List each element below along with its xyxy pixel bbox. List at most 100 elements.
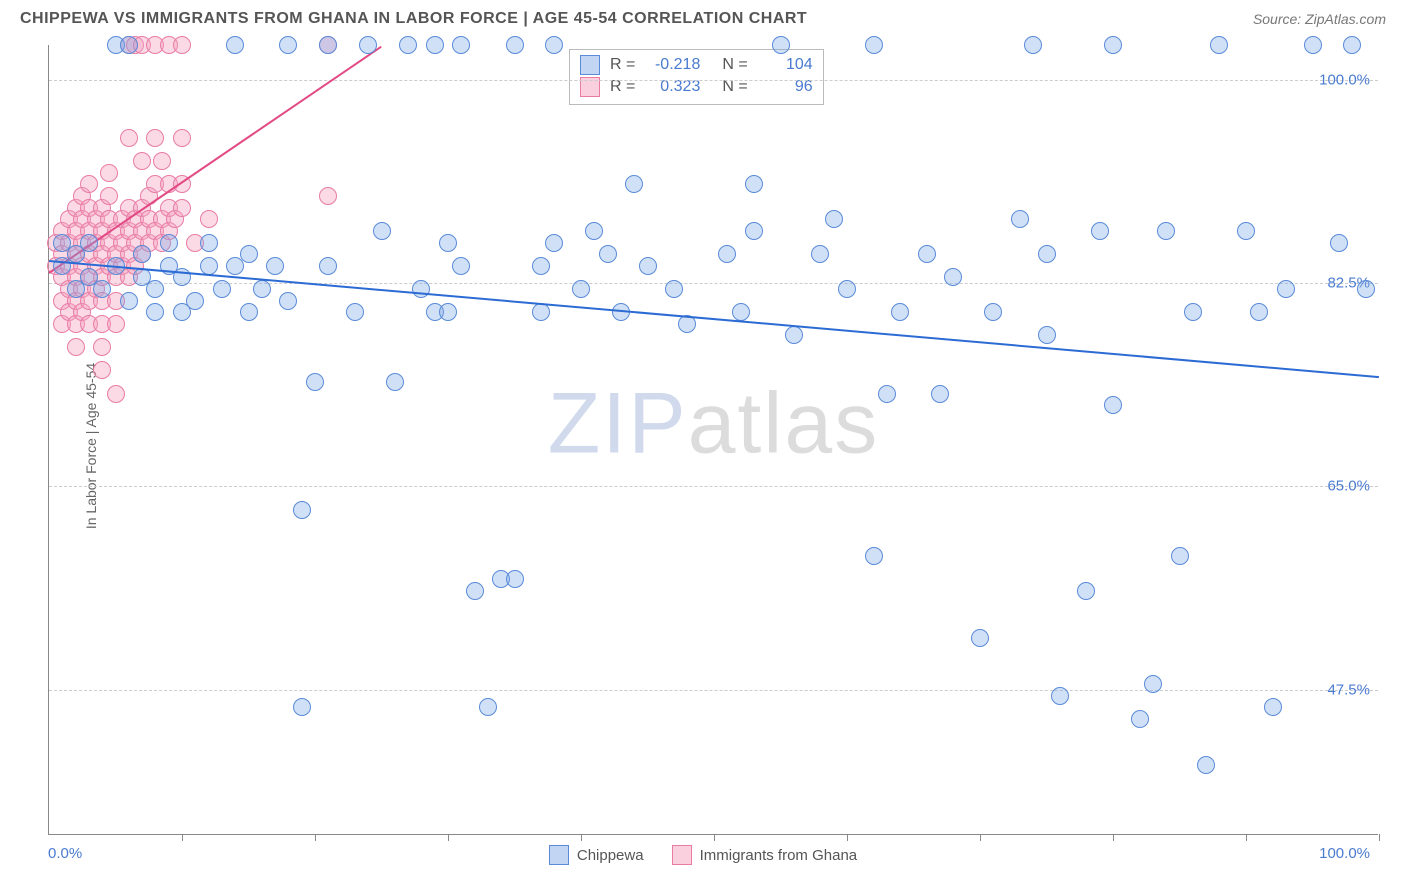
legend-item: Chippewa: [549, 845, 644, 865]
scatter-point: [1197, 756, 1215, 774]
scatter-point: [107, 385, 125, 403]
scatter-point: [93, 361, 111, 379]
stat-n-value: 104: [758, 56, 813, 74]
scatter-point: [226, 36, 244, 54]
scatter-point: [918, 245, 936, 263]
scatter-point: [173, 199, 191, 217]
x-tick: [182, 834, 183, 841]
scatter-point: [53, 234, 71, 252]
scatter-point: [253, 280, 271, 298]
scatter-point: [599, 245, 617, 263]
scatter-point: [506, 36, 524, 54]
scatter-point: [80, 234, 98, 252]
legend: Chippewa Immigrants from Ghana: [0, 845, 1406, 865]
scatter-point: [439, 234, 457, 252]
scatter-point: [745, 175, 763, 193]
legend-item: Immigrants from Ghana: [672, 845, 858, 865]
scatter-point: [931, 385, 949, 403]
legend-label: Immigrants from Ghana: [700, 847, 858, 864]
x-tick: [448, 834, 449, 841]
scatter-point: [1038, 326, 1056, 344]
scatter-point: [865, 36, 883, 54]
scatter-point: [146, 129, 164, 147]
scatter-point: [625, 175, 643, 193]
scatter-point: [240, 245, 258, 263]
watermark-atlas: atlas: [688, 375, 880, 471]
gridline: [49, 283, 1378, 284]
scatter-point: [160, 234, 178, 252]
scatter-point: [426, 36, 444, 54]
scatter-point: [1024, 36, 1042, 54]
legend-swatch: [549, 845, 569, 865]
stats-box: R =-0.218N =104R =0.323N =96: [569, 49, 824, 105]
scatter-point: [146, 280, 164, 298]
scatter-point: [1091, 222, 1109, 240]
scatter-point: [1277, 280, 1295, 298]
watermark: ZIPatlas: [548, 374, 879, 473]
scatter-point: [1144, 675, 1162, 693]
scatter-point: [1131, 710, 1149, 728]
scatter-point: [1038, 245, 1056, 263]
chart-title: CHIPPEWA VS IMMIGRANTS FROM GHANA IN LAB…: [20, 10, 807, 28]
y-tick-label: 65.0%: [1327, 478, 1370, 495]
scatter-point: [146, 303, 164, 321]
scatter-point: [732, 303, 750, 321]
scatter-point: [173, 129, 191, 147]
scatter-point: [120, 36, 138, 54]
scatter-point: [1264, 698, 1282, 716]
scatter-point: [665, 280, 683, 298]
scatter-point: [466, 582, 484, 600]
legend-swatch: [580, 55, 600, 75]
scatter-point: [213, 280, 231, 298]
scatter-point: [67, 338, 85, 356]
scatter-point: [319, 257, 337, 275]
scatter-point: [585, 222, 603, 240]
scatter-point: [838, 280, 856, 298]
scatter-point: [399, 36, 417, 54]
scatter-point: [572, 280, 590, 298]
scatter-point: [319, 36, 337, 54]
scatter-point: [67, 280, 85, 298]
x-tick: [847, 834, 848, 841]
scatter-point: [279, 292, 297, 310]
scatter-point: [412, 280, 430, 298]
scatter-point: [80, 175, 98, 193]
scatter-point: [1051, 687, 1069, 705]
scatter-point: [1011, 210, 1029, 228]
scatter-point: [891, 303, 909, 321]
scatter-point: [785, 326, 803, 344]
scatter-point: [240, 303, 258, 321]
scatter-point: [200, 257, 218, 275]
scatter-point: [100, 164, 118, 182]
scatter-point: [639, 257, 657, 275]
scatter-point: [811, 245, 829, 263]
scatter-point: [1250, 303, 1268, 321]
stat-n-label: N =: [722, 56, 747, 74]
scatter-point: [346, 303, 364, 321]
scatter-point: [718, 245, 736, 263]
scatter-point: [173, 36, 191, 54]
scatter-point: [386, 373, 404, 391]
scatter-point: [306, 373, 324, 391]
scatter-point: [1077, 582, 1095, 600]
scatter-point: [1104, 36, 1122, 54]
scatter-point: [971, 629, 989, 647]
watermark-zip: ZIP: [548, 375, 688, 471]
scatter-point: [107, 315, 125, 333]
scatter-point: [200, 234, 218, 252]
stat-r-value: -0.218: [645, 56, 700, 74]
scatter-point: [200, 210, 218, 228]
scatter-point: [120, 129, 138, 147]
scatter-point: [266, 257, 284, 275]
scatter-point: [1330, 234, 1348, 252]
legend-label: Chippewa: [577, 847, 644, 864]
scatter-point: [1357, 280, 1375, 298]
scatter-point: [1210, 36, 1228, 54]
x-tick: [581, 834, 582, 841]
plot-area: ZIPatlas R =-0.218N =104R =0.323N =96 47…: [48, 45, 1378, 835]
x-tick: [1246, 834, 1247, 841]
y-tick-label: 47.5%: [1327, 681, 1370, 698]
scatter-point: [293, 501, 311, 519]
scatter-point: [133, 245, 151, 263]
x-tick: [1113, 834, 1114, 841]
